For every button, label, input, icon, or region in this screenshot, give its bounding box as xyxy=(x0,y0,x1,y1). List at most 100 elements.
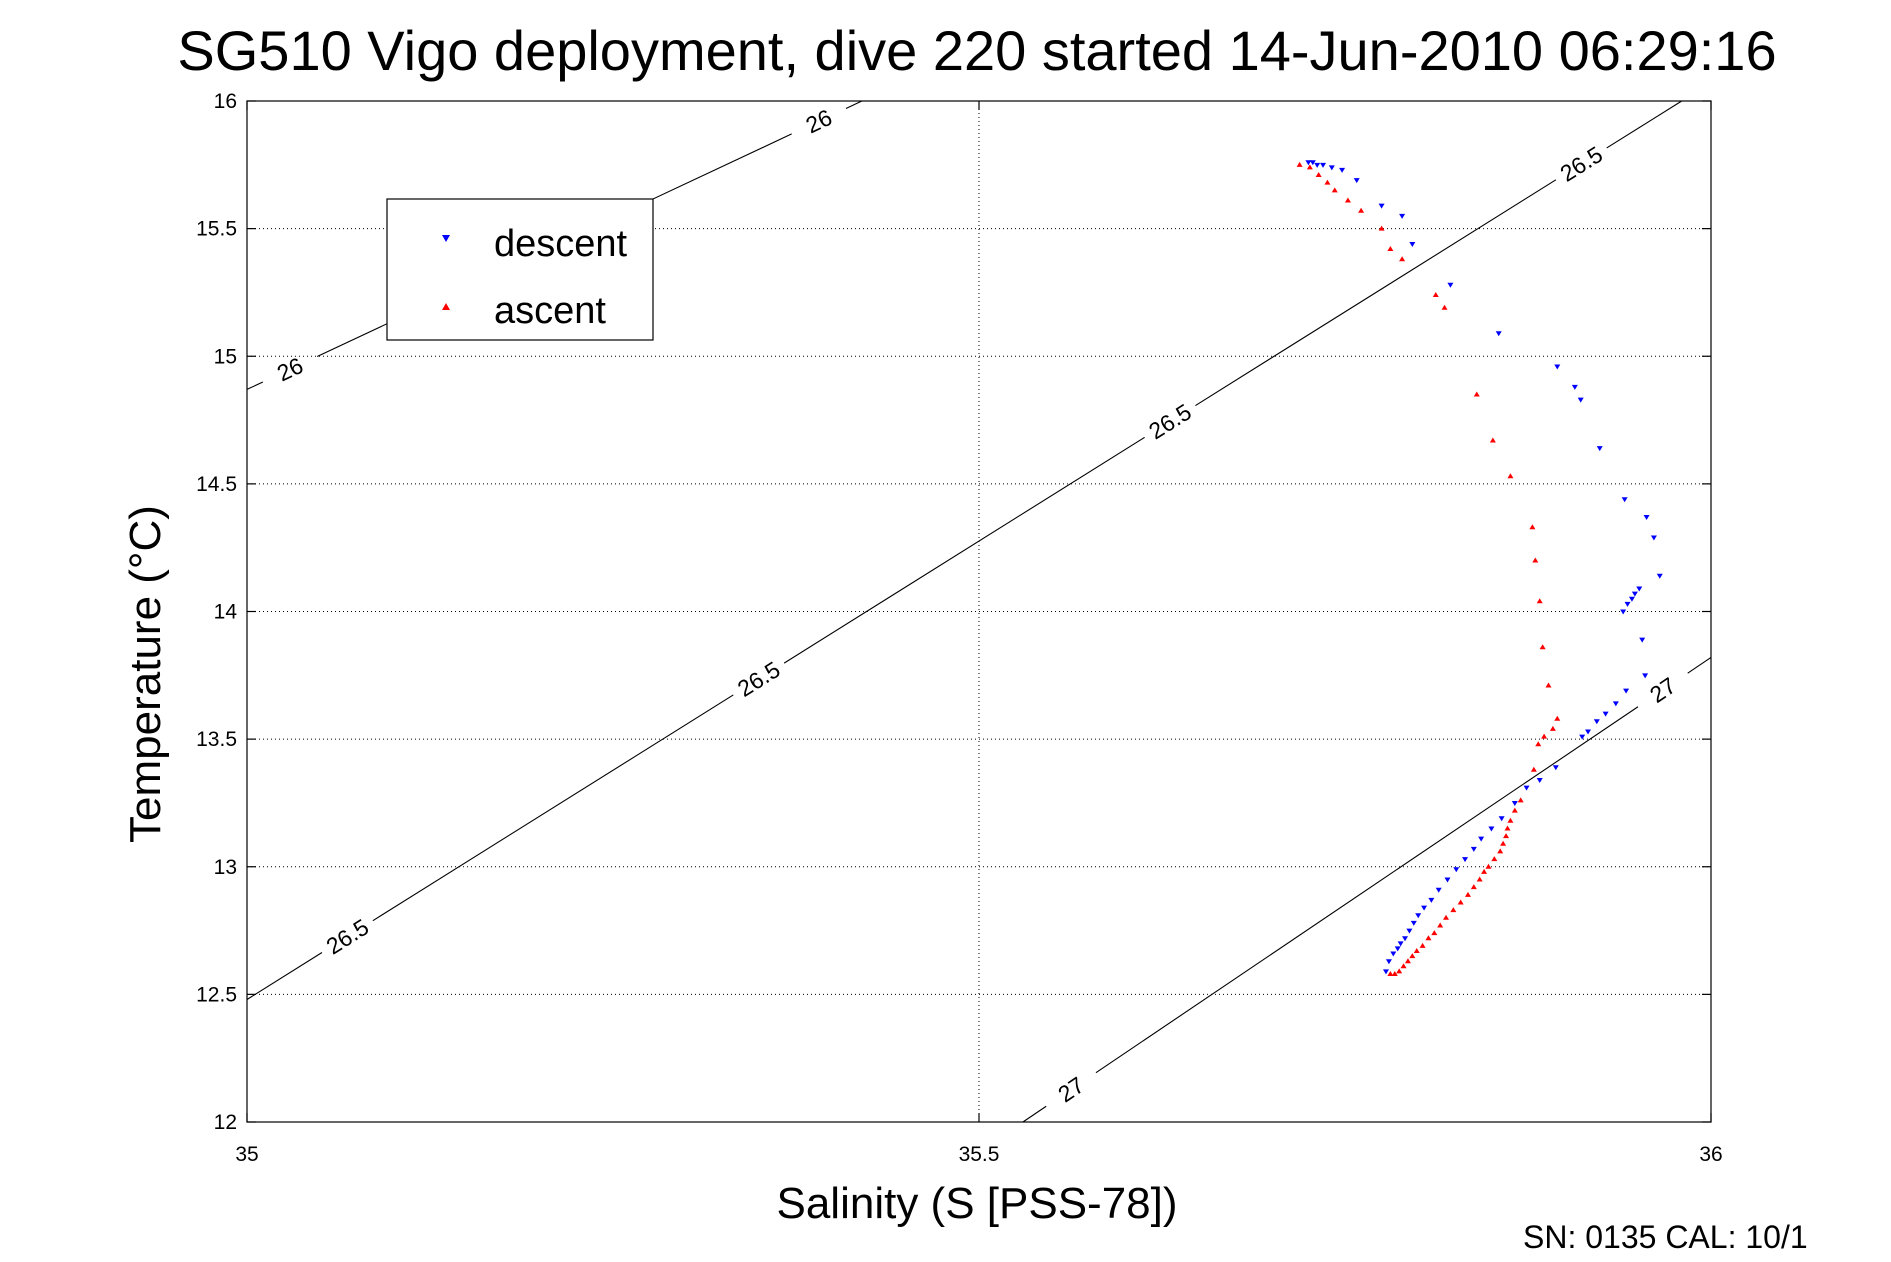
isopycnal-segment xyxy=(783,436,1145,664)
ascent-point xyxy=(1387,246,1394,252)
descent-point xyxy=(1320,162,1327,168)
descent-point xyxy=(1620,609,1627,615)
descent-point xyxy=(1394,946,1401,952)
legend-label-ascent: ascent xyxy=(494,290,606,332)
descent-point xyxy=(1511,800,1518,806)
x-axis-label: Salinity (S [PSS-78]) xyxy=(776,1179,1177,1228)
descent-point xyxy=(1378,203,1385,209)
y-tick-label: 14 xyxy=(214,601,238,624)
descent-point xyxy=(1536,777,1543,783)
ascent-point xyxy=(1306,164,1313,170)
ascent-point xyxy=(1507,473,1514,479)
ascent-point xyxy=(1431,930,1438,936)
x-tick-label: 36 xyxy=(1699,1143,1722,1166)
descent-point xyxy=(1593,719,1600,725)
y-tick-label: 13.5 xyxy=(196,728,237,751)
descent-point xyxy=(1382,969,1389,975)
ascent-point xyxy=(1404,958,1411,964)
y-tick-label: 12.5 xyxy=(196,983,237,1006)
descent-point xyxy=(1642,673,1649,679)
ascent-point xyxy=(1387,970,1394,976)
descent-point xyxy=(1602,711,1609,717)
descent-point xyxy=(1612,701,1619,707)
ascent-point xyxy=(1450,907,1457,913)
descent-point xyxy=(1314,162,1321,168)
ascent-point xyxy=(1399,256,1406,262)
ascent-point xyxy=(1529,524,1536,530)
legend-marker-descent xyxy=(442,235,450,242)
descent-point xyxy=(1585,729,1592,735)
descent-point xyxy=(1639,637,1646,643)
ascent-point xyxy=(1324,179,1331,185)
isopycnal-segment xyxy=(845,100,863,109)
descent-point xyxy=(1421,905,1428,911)
ascent-point xyxy=(1497,848,1504,854)
y-axis-ticks: 12 12.5 13 13.5 14 14.5 15 15.5 16 xyxy=(196,90,1711,1134)
ascent-point xyxy=(1532,557,1539,563)
ascent-point xyxy=(1507,817,1514,823)
descent-point xyxy=(1444,877,1451,883)
ascent-point xyxy=(1491,856,1498,862)
isopycnal-segment xyxy=(1195,179,1557,407)
ascent-point xyxy=(1296,161,1303,167)
descent-point xyxy=(1406,928,1413,934)
x-axis-ticks: 35 35.5 36 xyxy=(235,101,1723,1166)
ascent-point xyxy=(1437,922,1444,928)
ascent-point xyxy=(1504,825,1511,831)
ascent-point xyxy=(1539,644,1546,650)
ascent-point xyxy=(1419,942,1426,948)
descent-point xyxy=(1498,816,1505,822)
data-points xyxy=(1296,160,1663,976)
y-tick-label: 15.5 xyxy=(196,218,237,241)
descent-point xyxy=(1385,959,1392,965)
ascent-point xyxy=(1464,891,1471,897)
ascent-point xyxy=(1541,733,1548,739)
isopycnal-segment xyxy=(1022,1105,1047,1123)
descent-point xyxy=(1447,282,1454,288)
y-tick-label: 16 xyxy=(214,90,237,113)
descent-point xyxy=(1656,573,1663,579)
x-tick-label: 35.5 xyxy=(959,1143,1000,1166)
descent-point xyxy=(1571,384,1578,390)
descent-point xyxy=(1636,586,1643,592)
legend-label-descent: descent xyxy=(494,223,628,265)
descent-point xyxy=(1339,167,1346,173)
ascent-point xyxy=(1432,291,1439,297)
isopycnal-segment xyxy=(246,381,264,390)
isopycnal-segment xyxy=(246,952,323,1000)
ascent-point xyxy=(1425,935,1432,941)
descent-point xyxy=(1643,515,1650,521)
descent-point xyxy=(1554,364,1561,370)
ascent-point xyxy=(1331,187,1338,193)
descent-point xyxy=(1628,596,1635,602)
ascent-point xyxy=(1400,963,1407,969)
ascent-point xyxy=(1485,863,1492,869)
descent-point xyxy=(1596,446,1603,452)
y-tick-label: 14.5 xyxy=(196,473,237,496)
legend: descent ascent xyxy=(386,198,654,341)
ascent-point xyxy=(1409,953,1416,959)
descent-point xyxy=(1309,160,1316,166)
descent-point xyxy=(1495,331,1502,337)
ascent-point xyxy=(1358,207,1365,213)
descent-point xyxy=(1453,867,1460,873)
ascent-point xyxy=(1441,304,1448,310)
ascent-point xyxy=(1470,884,1477,890)
ascent-point xyxy=(1473,391,1480,397)
ascent-point xyxy=(1536,598,1543,604)
descent-point xyxy=(1552,765,1559,771)
ascent-point xyxy=(1500,840,1507,846)
x-tick-label: 35 xyxy=(235,1143,258,1166)
descent-point xyxy=(1305,160,1312,166)
y-tick-label: 12 xyxy=(214,1111,237,1134)
ascent-point xyxy=(1535,741,1542,747)
descent-point xyxy=(1415,913,1422,919)
ascent-point xyxy=(1481,868,1488,874)
descent-point xyxy=(1428,897,1435,903)
descent-point xyxy=(1435,887,1442,893)
descent-point xyxy=(1402,936,1409,942)
ascent-point xyxy=(1489,437,1496,443)
descent-point xyxy=(1328,165,1335,171)
isopycnal-segment xyxy=(1606,100,1683,149)
